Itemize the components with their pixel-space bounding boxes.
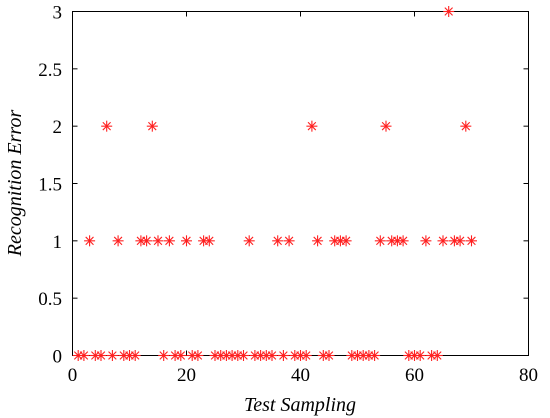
data-point	[466, 235, 477, 247]
marker-stroke	[148, 121, 157, 131]
marker-stroke	[381, 121, 391, 131]
data-point	[243, 235, 255, 247]
x-axis-title: Test Sampling	[244, 394, 356, 416]
data-point	[374, 235, 386, 247]
marker-stroke	[193, 351, 203, 360]
marker-stroke	[102, 121, 111, 131]
data-point	[101, 120, 113, 132]
marker-stroke	[279, 351, 288, 360]
marker-stroke	[176, 351, 186, 360]
marker-stroke	[438, 236, 448, 246]
y-tick-label: 0	[53, 347, 63, 368]
marker-stroke	[267, 351, 277, 360]
data-point	[312, 235, 324, 247]
marker-stroke	[467, 236, 476, 246]
x-tick-label: 60	[405, 365, 424, 386]
data-point	[181, 235, 192, 247]
tick-labels: 0 20 40 60 80 0 0.5 1 1.5 2 2.5 3	[38, 3, 538, 387]
data-point	[420, 235, 432, 247]
marker-stroke	[239, 351, 248, 360]
y-tick-label: 1	[53, 232, 63, 253]
marker-stroke	[444, 7, 453, 16]
marker-stroke	[159, 351, 168, 360]
marker-stroke	[455, 236, 465, 246]
axis-ticks	[72, 11, 529, 356]
y-axis-title: Recognition Error	[4, 110, 26, 258]
data-point	[454, 235, 466, 247]
data-point	[95, 350, 107, 361]
y-tick-label: 2	[53, 117, 63, 138]
marker-stroke	[85, 236, 94, 246]
y-tick-label: 2.5	[38, 60, 62, 81]
marker-stroke	[182, 236, 191, 246]
marker-stroke	[205, 236, 214, 246]
marker-stroke	[165, 236, 174, 246]
marker-stroke	[130, 351, 140, 360]
marker-stroke	[96, 351, 106, 360]
marker-stroke	[313, 236, 322, 246]
data-point	[192, 350, 204, 361]
data-point	[84, 235, 96, 247]
data-point	[158, 350, 170, 361]
marker-stroke	[415, 351, 425, 360]
data-point	[238, 350, 249, 361]
y-tick-label: 0.5	[38, 289, 62, 310]
data-point	[323, 350, 335, 361]
marker-stroke	[244, 236, 254, 246]
marker-stroke	[142, 236, 151, 246]
data-point	[141, 235, 153, 247]
x-tick-label: 80	[519, 365, 538, 386]
data-point	[78, 350, 90, 361]
data-point	[163, 235, 175, 247]
marker-stroke	[307, 121, 317, 131]
data-point	[397, 235, 409, 247]
marker-stroke	[284, 236, 294, 246]
data-point	[369, 350, 381, 361]
marker-stroke	[324, 351, 334, 360]
data-point	[266, 350, 278, 361]
data-point	[152, 235, 164, 247]
data-point	[460, 120, 472, 132]
data-point	[431, 350, 443, 361]
x-tick-label: 0	[68, 365, 78, 386]
data-point	[380, 120, 392, 132]
marker-stroke	[301, 351, 311, 360]
y-tick-label: 3	[53, 3, 63, 24]
marker-stroke	[341, 236, 351, 246]
data-point	[414, 350, 426, 361]
marker-stroke	[461, 121, 471, 131]
marker-stroke	[273, 236, 282, 246]
y-tick-label: 1.5	[38, 175, 62, 196]
x-tick-label: 20	[177, 365, 196, 386]
marker-stroke	[433, 351, 442, 360]
plot-frame	[72, 11, 529, 356]
data-point	[106, 350, 118, 361]
data-point	[306, 120, 318, 132]
marker-stroke	[370, 351, 379, 360]
marker-stroke	[113, 236, 123, 246]
data-point	[300, 350, 312, 361]
marker-stroke	[79, 351, 89, 360]
data-point	[175, 350, 187, 361]
data-point	[283, 235, 295, 247]
marker-stroke	[153, 236, 163, 246]
data-point	[437, 235, 449, 247]
data-point	[112, 235, 124, 247]
marker-stroke	[108, 351, 117, 360]
data-point	[340, 235, 352, 247]
data-markers	[72, 6, 477, 361]
data-point	[443, 6, 455, 17]
data-point	[272, 235, 284, 247]
marker-stroke	[398, 236, 408, 246]
data-point	[277, 350, 289, 361]
x-tick-label: 40	[291, 365, 310, 386]
data-point	[203, 235, 215, 247]
marker-stroke	[421, 236, 431, 246]
data-point	[146, 120, 158, 132]
data-point	[129, 350, 141, 361]
marker-stroke	[376, 236, 385, 246]
